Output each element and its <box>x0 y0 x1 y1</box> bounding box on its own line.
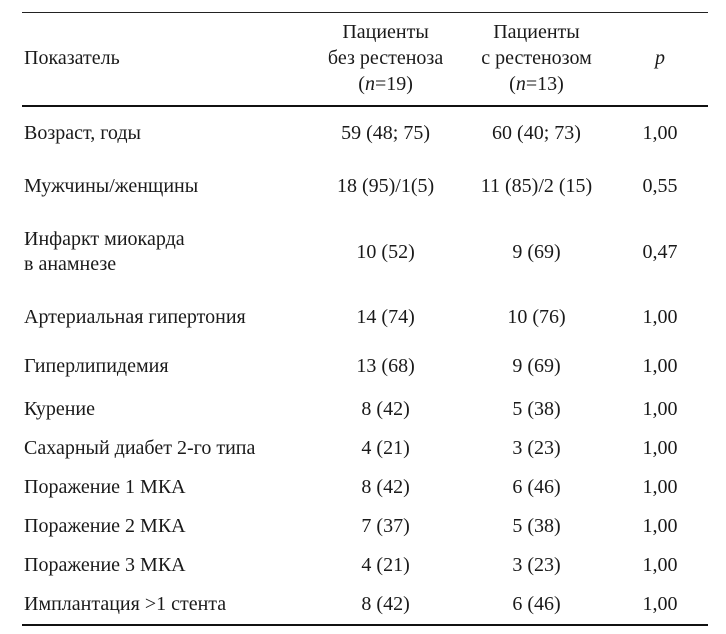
header-n-label: (n=13) <box>509 73 564 95</box>
cell-pvalue: 1,00 <box>612 390 708 429</box>
row-label: Поражение 1 МКА <box>22 468 310 507</box>
table-row: Курение8 (42)5 (38)1,00 <box>22 390 708 429</box>
table-row: Поражение 2 МКА7 (37)5 (38)1,00 <box>22 507 708 546</box>
header-label: p <box>655 47 665 69</box>
cell-pvalue: 1,00 <box>612 507 708 546</box>
col-header-indicator: Показатель <box>22 13 310 107</box>
cell-group2: 3 (23) <box>461 429 612 468</box>
cell-group2: 6 (46) <box>461 585 612 625</box>
cell-group1: 8 (42) <box>310 585 461 625</box>
row-label: Артериальная гипертония <box>22 291 310 344</box>
table-body: Возраст, годы59 (48; 75)60 (40; 73)1,00М… <box>22 106 708 625</box>
cell-group1: 8 (42) <box>310 390 461 429</box>
table-row: Имплантация >1 стента8 (42)6 (46)1,00 <box>22 585 708 625</box>
table-row: Гиперлипидемия13 (68)9 (69)1,00 <box>22 344 708 390</box>
header-label-line1: Пациенты <box>493 21 579 43</box>
row-label: Мужчины/женщины <box>22 160 310 213</box>
table-row: Возраст, годы59 (48; 75)60 (40; 73)1,00 <box>22 106 708 160</box>
cell-group2: 6 (46) <box>461 468 612 507</box>
table-row: Поражение 3 МКА4 (21)3 (23)1,00 <box>22 546 708 585</box>
row-label: Инфаркт миокарда в анамнезе <box>22 213 310 291</box>
cell-group2: 5 (38) <box>461 390 612 429</box>
col-header-group2: Пациенты с рестенозом (n=13) <box>461 13 612 107</box>
table-row: Артериальная гипертония14 (74)10 (76)1,0… <box>22 291 708 344</box>
cell-group1: 10 (52) <box>310 213 461 291</box>
cell-pvalue: 1,00 <box>612 291 708 344</box>
cell-group1: 59 (48; 75) <box>310 106 461 160</box>
row-label: Возраст, годы <box>22 106 310 160</box>
cell-pvalue: 1,00 <box>612 344 708 390</box>
col-header-group1: Пациенты без рестеноза (n=19) <box>310 13 461 107</box>
cell-group2: 5 (38) <box>461 507 612 546</box>
row-label: Курение <box>22 390 310 429</box>
cell-group1: 8 (42) <box>310 468 461 507</box>
row-label: Поражение 3 МКА <box>22 546 310 585</box>
cell-group2: 3 (23) <box>461 546 612 585</box>
cell-pvalue: 1,00 <box>612 468 708 507</box>
cell-group2: 9 (69) <box>461 344 612 390</box>
header-label-line1: Пациенты <box>342 21 428 43</box>
table-row: Мужчины/женщины18 (95)/1(5)11 (85)/2 (15… <box>22 160 708 213</box>
cell-group1: 18 (95)/1(5) <box>310 160 461 213</box>
clinical-characteristics-table: Показатель Пациенты без рестеноза (n=19)… <box>22 12 708 626</box>
cell-group1: 13 (68) <box>310 344 461 390</box>
header-label: Показатель <box>24 47 120 69</box>
cell-group2: 11 (85)/2 (15) <box>461 160 612 213</box>
cell-group2: 10 (76) <box>461 291 612 344</box>
row-label-line1: Инфаркт миокарда <box>24 228 185 250</box>
header-label-line2: без рестеноза <box>328 47 443 69</box>
cell-group1: 7 (37) <box>310 507 461 546</box>
header-label-line2: с рестенозом <box>481 47 592 69</box>
header-n-label: (n=19) <box>358 73 413 95</box>
cell-group1: 4 (21) <box>310 546 461 585</box>
cell-pvalue: 0,47 <box>612 213 708 291</box>
cell-pvalue: 1,00 <box>612 546 708 585</box>
cell-pvalue: 0,55 <box>612 160 708 213</box>
row-label: Сахарный диабет 2-го типа <box>22 429 310 468</box>
table-row: Поражение 1 МКА8 (42)6 (46)1,00 <box>22 468 708 507</box>
table-row: Сахарный диабет 2-го типа4 (21)3 (23)1,0… <box>22 429 708 468</box>
cell-group2: 60 (40; 73) <box>461 106 612 160</box>
row-label: Поражение 2 МКА <box>22 507 310 546</box>
table-header-row: Показатель Пациенты без рестеноза (n=19)… <box>22 13 708 107</box>
cell-group1: 14 (74) <box>310 291 461 344</box>
cell-group2: 9 (69) <box>461 213 612 291</box>
cell-pvalue: 1,00 <box>612 585 708 625</box>
row-label-line2: в анамнезе <box>24 253 116 275</box>
row-label: Имплантация >1 стента <box>22 585 310 625</box>
cell-pvalue: 1,00 <box>612 106 708 160</box>
row-label: Гиперлипидемия <box>22 344 310 390</box>
col-header-p: p <box>612 13 708 107</box>
table-row: Инфаркт миокарда в анамнезе 10 (52)9 (69)0… <box>22 213 708 291</box>
table-container: Показатель Пациенты без рестеноза (n=19)… <box>0 0 726 634</box>
cell-group1: 4 (21) <box>310 429 461 468</box>
cell-pvalue: 1,00 <box>612 429 708 468</box>
